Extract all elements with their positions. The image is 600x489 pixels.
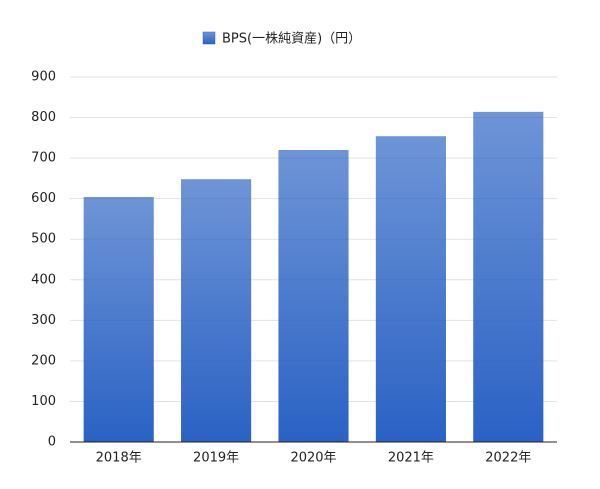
bar	[473, 111, 544, 442]
y-tick-label: 100	[31, 394, 56, 409]
bar	[375, 136, 446, 442]
x-tick-label: 2022年	[485, 451, 531, 466]
bar	[83, 197, 154, 442]
x-tick-label: 2018年	[96, 451, 142, 466]
y-tick-label: 600	[31, 191, 56, 206]
y-tick-label: 200	[31, 353, 56, 368]
legend-swatch	[202, 31, 216, 45]
y-tick-label: 500	[31, 232, 56, 247]
y-tick-label: 700	[31, 151, 56, 166]
x-tick-label: 2020年	[290, 451, 336, 466]
x-tick-label: 2021年	[388, 451, 434, 466]
x-tick-label: 2019年	[193, 451, 239, 466]
bar	[181, 179, 252, 442]
y-tick-label: 800	[31, 110, 56, 125]
y-tick-label: 900	[31, 70, 56, 85]
y-tick-label: 0	[48, 435, 56, 450]
y-tick-label: 300	[31, 313, 56, 328]
y-tick-label: 400	[31, 272, 56, 287]
bar	[278, 150, 349, 442]
legend-label: BPS(一株純資産)（円）	[222, 31, 361, 47]
